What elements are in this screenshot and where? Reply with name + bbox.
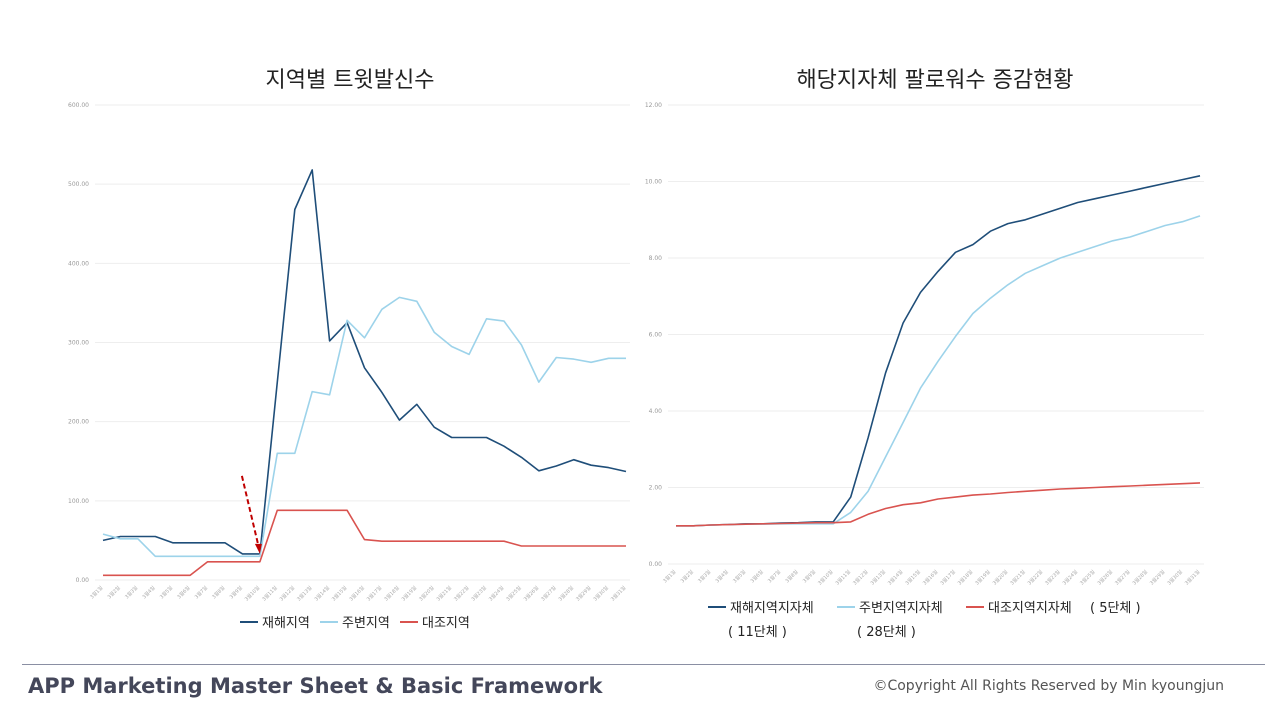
right-chart-x-tick-label: 3월26일	[1096, 568, 1114, 586]
right-chart-y-tick-label: 12.00	[645, 102, 662, 109]
right-chart-x-tick-label: 3월6일	[749, 568, 765, 584]
legend-note: ( 5단체 )	[1090, 601, 1141, 616]
legend-label: 재해지역지자체	[730, 601, 814, 616]
right-chart-y-tick-label: 6.00	[649, 332, 663, 339]
legend-item-control-region: 대조지역	[400, 612, 470, 631]
legend-swatch-light-blue	[837, 605, 855, 608]
right-chart-x-tick-label: 3월22일	[1026, 568, 1044, 586]
right-chart-x-tick-label: 3월25일	[1078, 568, 1096, 586]
left-chart-y-tick-label: 200.00	[68, 419, 89, 426]
left-chart-y-tick-label: 600.00	[68, 102, 89, 109]
right-chart-y-tick-label: 4.00	[649, 408, 663, 415]
annotation-arrow-head	[254, 543, 262, 554]
right-chart-x-tick-label: 3월28일	[1131, 568, 1149, 586]
right-chart-y-tick-label: 8.00	[649, 255, 663, 262]
left-chart-series-line-2	[103, 509, 626, 577]
right-chart-x-tick-label: 3월7일	[766, 568, 782, 584]
right-chart-x-tick-label: 3월12일	[851, 568, 869, 586]
right-chart-y-tick-label: 2.00	[649, 485, 663, 492]
right-chart-x-tick-label: 3월23일	[1043, 568, 1061, 586]
left-chart-y-tick-label: 0.00	[76, 577, 90, 584]
legend-label: 주변지역	[342, 616, 390, 631]
legend-swatch-light-blue	[320, 620, 338, 623]
legend-note-nearby-gov: ( 28단체 )	[857, 621, 916, 640]
annotation-arrow-line	[240, 475, 260, 549]
left-chart-series-line-0	[102, 169, 627, 555]
right-chart-x-tick-label: 3월21일	[1009, 568, 1027, 586]
footer-divider	[22, 664, 1265, 665]
right-chart-x-tick-label: 3월8일	[784, 568, 800, 584]
right-chart-x-tick-label: 3월4일	[714, 568, 730, 584]
legend-swatch-dark-blue	[708, 605, 726, 608]
right-chart-x-tick-label: 3월18일	[956, 568, 974, 586]
right-chart-x-tick-label: 3월29일	[1148, 568, 1166, 586]
right-chart-x-tick-label: 3월24일	[1061, 568, 1079, 586]
right-chart-x-tick-label: 3월15일	[904, 568, 922, 586]
legend-item-disaster-region: 재해지역	[240, 612, 310, 631]
right-chart-x-tick-label: 3월10일	[816, 568, 834, 586]
left-chart-y-tick-label: 300.00	[68, 340, 89, 347]
right-chart-x-tick-label: 3월16일	[921, 568, 939, 586]
right-chart-x-tick-label: 3월14일	[886, 568, 904, 586]
legend-item-disaster-gov: 재해지역지자체	[708, 597, 814, 616]
left-chart-y-tick-label: 500.00	[68, 181, 89, 188]
footer-title: APP Marketing Master Sheet & Basic Frame…	[28, 674, 603, 698]
right-chart-title: 해당지자체 팔로워수 증감현황	[796, 68, 1074, 93]
right-chart-y-tick-label: 0.00	[649, 561, 663, 568]
left-chart-series-line-1	[102, 296, 626, 558]
right-chart-x-tick-label: 3월20일	[991, 568, 1009, 586]
legend-label: 주변지역지자체	[859, 601, 943, 616]
legend-item-nearby-gov: 주변지역지자체	[837, 597, 943, 616]
legend-swatch-red	[400, 620, 418, 623]
legend-label: 재해지역	[262, 616, 310, 631]
legend-item-control-gov: 대조지역지자체	[966, 597, 1072, 616]
legend-note-disaster-gov: ( 11단체 )	[728, 621, 787, 640]
right-chart-x-tick-label: 3월9일	[801, 568, 817, 584]
right-chart-y-tick-label: 10.00	[645, 179, 662, 186]
right-chart-series-line-1	[676, 215, 1201, 527]
right-chart-x-tick-label: 3월3일	[696, 568, 712, 584]
legend-note-control-gov: ( 5단체 )	[1090, 597, 1141, 616]
right-chart-x-tick-label: 3월27일	[1113, 568, 1131, 586]
legend-swatch-dark-blue	[240, 620, 258, 623]
legend-note: ( 11단체 )	[728, 625, 787, 640]
legend-item-nearby-region: 주변지역	[320, 612, 390, 631]
legend-swatch-red	[966, 605, 984, 608]
right-chart-x-tick-label: 3월31일	[1183, 568, 1201, 586]
right-chart-x-tick-label: 3월13일	[869, 568, 887, 586]
right-chart-x-tick-label: 3월17일	[939, 568, 957, 586]
right-chart-x-tick-label: 3월1일	[661, 568, 677, 584]
left-chart-title: 지역별 트윗발신수	[265, 68, 435, 93]
legend-label: 대조지역지자체	[988, 601, 1072, 616]
right-chart-x-tick-label: 3월30일	[1166, 568, 1184, 586]
right-chart-x-tick-label: 3월2일	[679, 568, 695, 584]
legend-note: ( 28단체 )	[857, 625, 916, 640]
right-chart-x-tick-label: 3월11일	[834, 568, 852, 586]
left-chart-y-tick-label: 100.00	[68, 498, 89, 505]
footer-copyright: ©Copyright All Rights Reserved by Min ky…	[873, 678, 1224, 694]
right-chart-x-tick-label: 3월5일	[731, 568, 747, 584]
legend-label: 대조지역	[422, 616, 470, 631]
right-chart-series-line-0	[676, 175, 1201, 527]
right-chart-series-line-2	[676, 482, 1201, 527]
left-chart-y-tick-label: 400.00	[68, 260, 89, 267]
right-chart-x-tick-label: 3월19일	[974, 568, 992, 586]
